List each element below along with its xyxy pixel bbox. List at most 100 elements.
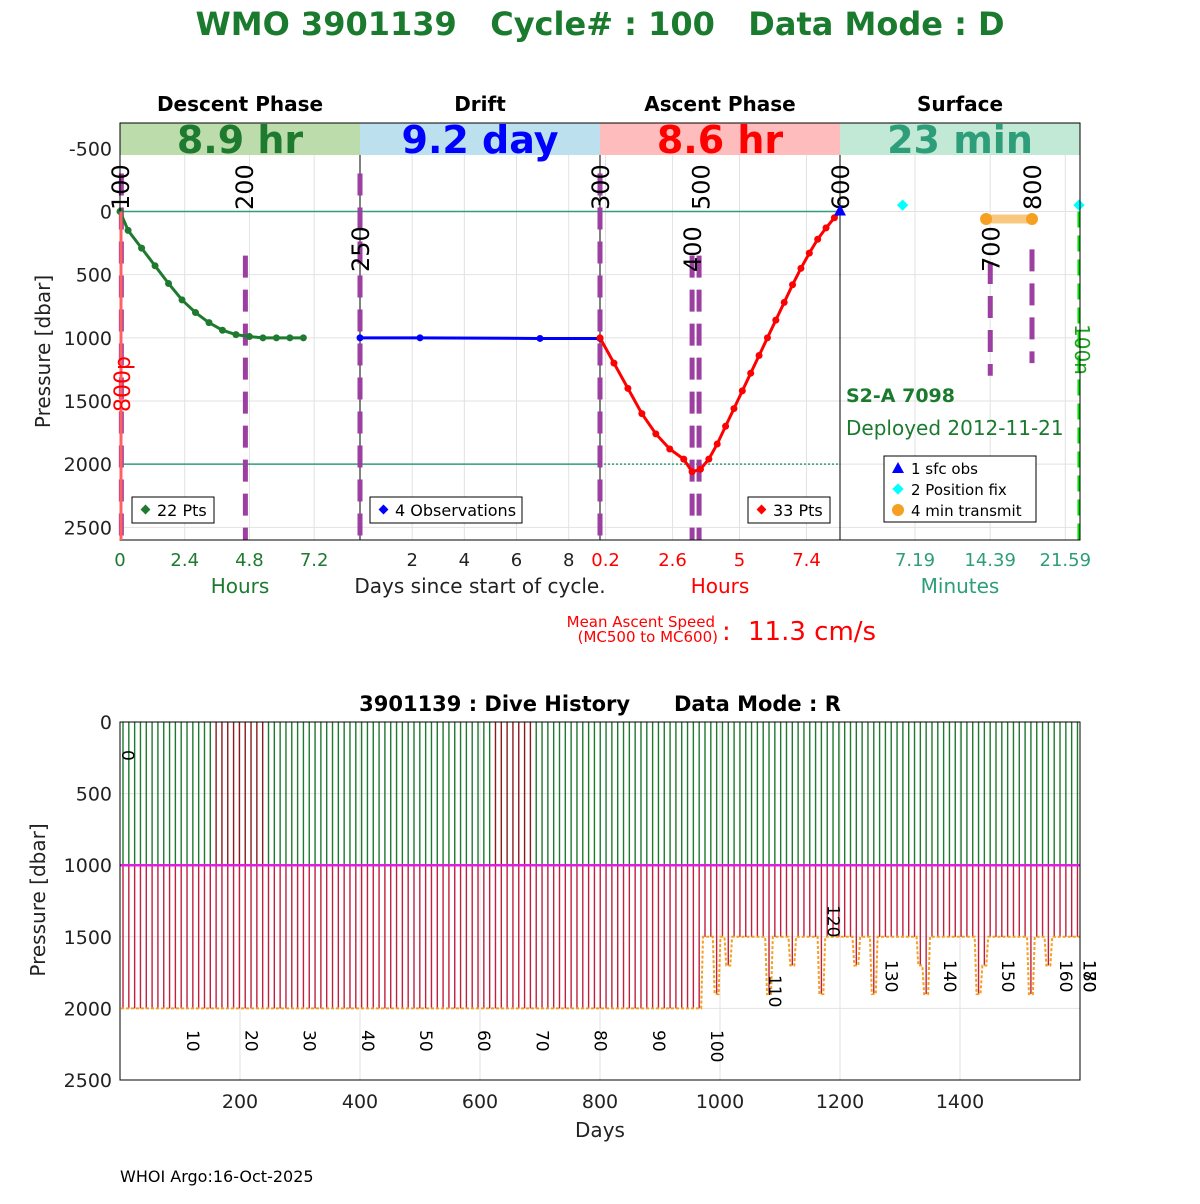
phase-duration-band (120, 123, 360, 155)
report-title: WMO 3901139 Cycle# : 100 Data Mode : D (195, 5, 1004, 43)
surface-legend-box (883, 455, 1037, 523)
profile-point (830, 214, 838, 222)
profile-point (822, 224, 830, 232)
y-tick-label: 2500 (64, 517, 112, 539)
ascent-speed-value: 11.3 cm/s (748, 617, 876, 647)
profile-point (755, 352, 763, 360)
profile-point (666, 445, 674, 453)
x-tick-label: 1200 (816, 1091, 864, 1113)
y-tick-label: -500 (69, 138, 112, 160)
y-tick-label: 2000 (64, 998, 112, 1020)
x-tick-label: 2 (406, 550, 417, 571)
plot-frame (119, 721, 1081, 1081)
cycle-number-label: 70 (531, 1030, 551, 1052)
x-tick-label: 600 (462, 1091, 498, 1113)
x-tick-label: 8 (563, 550, 574, 571)
x-tick-label: 800 (582, 1091, 618, 1113)
profile-point (652, 430, 660, 438)
cycle-number-label: 150 (997, 960, 1017, 992)
phase-duration-band (360, 123, 600, 155)
profile-point (151, 262, 159, 270)
y-tick-label: 500 (76, 265, 112, 287)
profile-point (680, 455, 688, 463)
y-tick-label: 1500 (64, 391, 112, 413)
sfc-obs-marker (834, 204, 846, 216)
phase-title: Drift (454, 92, 506, 116)
legend-marker (378, 504, 389, 515)
profile-point (356, 334, 364, 342)
profile-point (789, 281, 797, 289)
mission-code-label: 300 (587, 164, 615, 210)
phase-duration: 8.9 hr (177, 118, 304, 162)
profile-point (624, 384, 632, 392)
position-fix-marker (896, 199, 909, 211)
x-tick-label: 2.6 (658, 550, 687, 571)
cycle-number-label: 90 (648, 1030, 668, 1052)
mission-code-label: 700 (977, 226, 1005, 272)
legend-marker (140, 504, 151, 515)
legend-label: 4 Observations (395, 501, 516, 520)
transmit-point (1026, 213, 1038, 226)
profile-line (598, 210, 842, 474)
ascent-speed-separator: : (722, 617, 731, 647)
profile-point (688, 468, 696, 476)
surface-legend-label: 2 Position fix (911, 481, 1007, 499)
profile-point (178, 296, 186, 304)
x-tick-label: 14.39 (964, 550, 1016, 571)
footer-credit: WHOI Argo:16-Oct-2025 (120, 1167, 314, 1186)
profile-point (747, 369, 755, 377)
x-tick-label: 400 (342, 1091, 378, 1113)
cycle-number-label: 160 (1055, 960, 1075, 992)
deployed-label: Deployed 2012-11-21 (846, 416, 1064, 440)
legend-marker (892, 504, 904, 516)
profile-point (286, 334, 294, 342)
x-axis-label: Days since start of cycle. (354, 574, 605, 598)
mission-code-label: 200 (231, 164, 259, 210)
x-tick-label: 7.2 (300, 550, 329, 571)
x-tick-label: 4.8 (235, 550, 264, 571)
profile-point (814, 235, 822, 243)
profile-point (713, 440, 721, 448)
left-annotation: 800p (111, 356, 136, 412)
x-tick-label: 2.4 (170, 550, 199, 571)
profile-point (722, 422, 730, 430)
surface-legend-label: 4 min transmit (911, 502, 1022, 520)
cycle-number-label: 180 (1079, 960, 1099, 992)
cycle-number-label: 100 (706, 1030, 726, 1062)
x-tick-label: 7.19 (895, 550, 935, 571)
profile-point (205, 319, 213, 327)
x-tick-label: 1400 (936, 1091, 984, 1113)
phase-duration-band (840, 123, 1080, 155)
legend-marker (892, 462, 904, 473)
ascent-speed-label-line2: (MC500 to MC600) (578, 628, 718, 646)
cycle-number-label: 50 (415, 1030, 435, 1052)
profile-line (360, 336, 600, 340)
profile-point (805, 249, 813, 257)
y-axis-label: Pressure [dbar] (26, 823, 50, 976)
mission-code-label: 600 (827, 164, 855, 210)
profile-point (536, 334, 544, 342)
float-type-label: S2-A 7098 (846, 385, 955, 407)
x-tick-label: 0 (114, 550, 125, 571)
mission-code-label: 250 (347, 226, 375, 272)
y-tick-label: 0 (100, 201, 112, 223)
profile-point (259, 334, 267, 342)
mission-code-label: 100 (107, 164, 135, 210)
x-axis-label: Hours (691, 574, 750, 598)
cycle-number-label: 20 (240, 1030, 260, 1052)
legend-label: 33 Pts (773, 501, 823, 520)
profile-point (165, 279, 173, 287)
profile-point (232, 331, 240, 339)
y-tick-label: 2500 (64, 1070, 112, 1092)
profile-point (192, 309, 200, 317)
legend-label: 22 Pts (157, 501, 207, 520)
x-axis-label: Hours (211, 574, 270, 598)
ascent-speed-readout: Mean Ascent Speed (MC500 to MC600) : 11.… (567, 613, 876, 647)
cycle-number-label: 170 (1079, 960, 1099, 992)
